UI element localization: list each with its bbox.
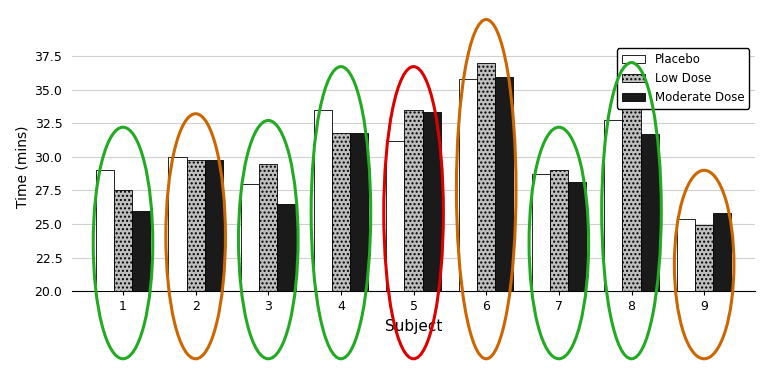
Bar bbox=[132, 211, 150, 387]
Bar bbox=[622, 106, 641, 387]
Bar bbox=[169, 157, 186, 387]
Bar bbox=[713, 213, 731, 387]
Bar bbox=[186, 159, 205, 387]
Bar bbox=[313, 110, 332, 387]
Bar bbox=[259, 164, 277, 387]
Bar bbox=[495, 77, 514, 387]
Bar bbox=[459, 79, 477, 387]
Bar bbox=[423, 112, 440, 387]
Bar bbox=[604, 120, 622, 387]
Bar bbox=[568, 182, 586, 387]
Bar bbox=[695, 226, 713, 387]
Bar bbox=[404, 110, 423, 387]
X-axis label: Subject: Subject bbox=[385, 319, 442, 334]
Y-axis label: Time (mins): Time (mins) bbox=[15, 126, 29, 208]
Bar bbox=[387, 140, 404, 387]
Bar bbox=[95, 170, 114, 387]
Bar bbox=[241, 184, 259, 387]
Bar bbox=[677, 219, 695, 387]
Bar bbox=[531, 174, 550, 387]
Bar bbox=[114, 190, 132, 387]
Bar bbox=[205, 159, 223, 387]
Bar bbox=[277, 204, 296, 387]
Bar bbox=[550, 170, 568, 387]
Bar bbox=[350, 133, 368, 387]
Bar bbox=[641, 134, 659, 387]
Legend: Placebo, Low Dose, Moderate Dose: Placebo, Low Dose, Moderate Dose bbox=[617, 48, 749, 108]
Bar bbox=[332, 133, 350, 387]
Bar bbox=[477, 63, 495, 387]
